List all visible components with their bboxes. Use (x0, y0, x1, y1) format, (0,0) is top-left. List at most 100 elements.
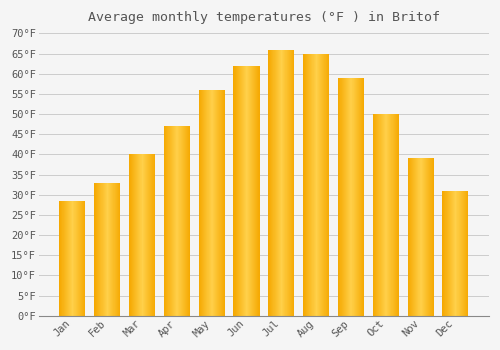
Bar (463, 191, 464, 316)
Bar (277, 50, 278, 316)
Bar (79, 201, 80, 316)
Bar (373, 114, 374, 316)
Bar (238, 66, 239, 316)
Bar (204, 90, 205, 316)
Bar (340, 78, 341, 316)
Bar (451, 191, 452, 316)
Bar (198, 90, 199, 316)
Bar (80, 201, 81, 316)
Bar (65, 201, 66, 316)
Bar (427, 159, 428, 316)
Bar (381, 114, 382, 316)
Bar (248, 66, 249, 316)
Bar (206, 90, 207, 316)
Bar (218, 90, 219, 316)
Bar (283, 50, 284, 316)
Bar (423, 159, 424, 316)
Bar (279, 50, 280, 316)
Bar (223, 90, 224, 316)
Bar (134, 154, 135, 316)
Bar (99, 183, 100, 316)
Bar (383, 114, 384, 316)
Bar (97, 183, 98, 316)
Bar (78, 201, 79, 316)
Bar (83, 201, 84, 316)
Bar (66, 201, 67, 316)
Bar (350, 78, 351, 316)
Bar (114, 183, 115, 316)
Bar (352, 78, 353, 316)
Bar (81, 201, 82, 316)
Bar (75, 201, 76, 316)
Bar (344, 78, 345, 316)
Bar (110, 183, 111, 316)
Bar (284, 50, 285, 316)
Bar (246, 66, 247, 316)
Bar (419, 159, 420, 316)
Bar (183, 126, 184, 316)
Bar (186, 126, 187, 316)
Bar (387, 114, 388, 316)
Bar (452, 191, 453, 316)
Bar (449, 191, 450, 316)
Bar (363, 78, 364, 316)
Bar (467, 191, 468, 316)
Bar (152, 154, 153, 316)
Bar (312, 54, 313, 316)
Bar (458, 191, 459, 316)
Bar (68, 201, 70, 316)
Bar (211, 90, 212, 316)
Bar (408, 159, 409, 316)
Bar (453, 191, 454, 316)
Bar (199, 90, 200, 316)
Bar (113, 183, 114, 316)
Bar (461, 191, 462, 316)
Bar (376, 114, 377, 316)
Bar (145, 154, 146, 316)
Bar (247, 66, 248, 316)
Bar (251, 66, 252, 316)
Bar (358, 78, 359, 316)
Bar (250, 66, 251, 316)
Bar (104, 183, 105, 316)
Bar (389, 114, 390, 316)
Bar (210, 90, 211, 316)
Bar (217, 90, 218, 316)
Bar (209, 90, 210, 316)
Bar (414, 159, 415, 316)
Bar (221, 90, 222, 316)
Bar (465, 191, 466, 316)
Bar (280, 50, 281, 316)
Bar (395, 114, 396, 316)
Bar (208, 90, 209, 316)
Bar (106, 183, 107, 316)
Bar (119, 183, 120, 316)
Bar (235, 66, 236, 316)
Bar (307, 54, 308, 316)
Bar (291, 50, 292, 316)
Bar (270, 50, 271, 316)
Bar (107, 183, 108, 316)
Bar (174, 126, 175, 316)
Bar (243, 66, 244, 316)
Bar (67, 201, 68, 316)
Bar (173, 126, 174, 316)
Bar (214, 90, 215, 316)
Bar (188, 126, 189, 316)
Bar (276, 50, 277, 316)
Bar (165, 126, 166, 316)
Bar (356, 78, 357, 316)
Bar (372, 114, 373, 316)
Bar (328, 54, 329, 316)
Bar (323, 54, 324, 316)
Bar (410, 159, 411, 316)
Bar (450, 191, 451, 316)
Bar (61, 201, 62, 316)
Bar (409, 159, 410, 316)
Bar (138, 154, 139, 316)
Bar (442, 191, 443, 316)
Bar (201, 90, 202, 316)
Bar (318, 54, 319, 316)
Bar (391, 114, 392, 316)
Bar (151, 154, 152, 316)
